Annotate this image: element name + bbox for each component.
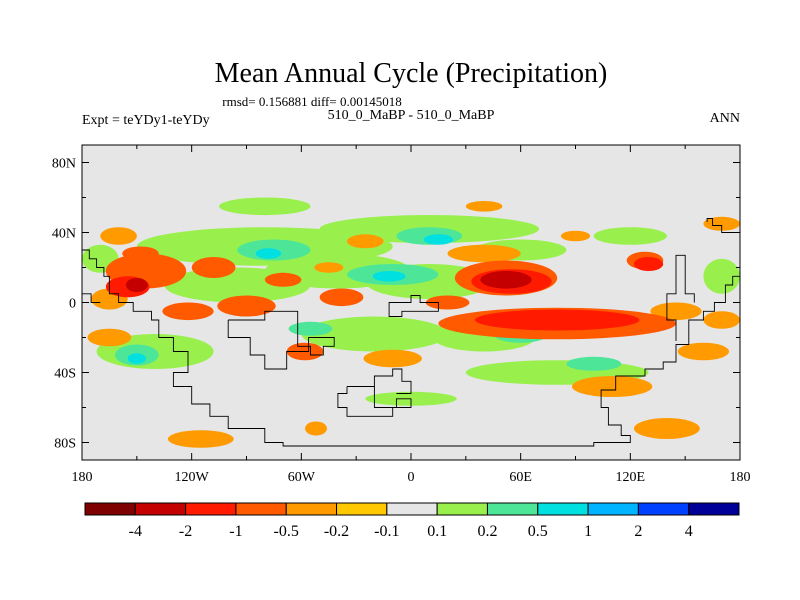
anomaly-region xyxy=(162,302,214,321)
coastline xyxy=(227,310,335,370)
colorbar-swatch xyxy=(134,502,187,516)
colorbar-swatch xyxy=(688,502,740,516)
y-tick-label: 40N xyxy=(52,227,76,242)
anomaly-region xyxy=(372,271,406,282)
coastline xyxy=(706,218,740,233)
anomaly-region xyxy=(560,230,591,242)
colorbar-label: -2 xyxy=(179,523,192,540)
anomaly-region xyxy=(314,262,344,273)
x-tick-label: 120E xyxy=(616,470,646,485)
anomaly-region xyxy=(264,272,302,287)
colorbar-label: 4 xyxy=(685,523,693,540)
colorbar-swatch xyxy=(336,502,388,516)
anomaly-region xyxy=(305,421,327,436)
y-tick-label: 0 xyxy=(69,297,76,312)
colorbar-label: 0.2 xyxy=(478,523,498,540)
coastline xyxy=(666,254,695,341)
colorbar-swatch xyxy=(386,502,438,516)
y-tick-label: 80S xyxy=(54,437,76,452)
x-tick-label: 180 xyxy=(72,470,93,485)
chart-title: Mean Annual Cycle (Precipitation) xyxy=(215,58,608,89)
anomaly-region xyxy=(650,302,702,321)
anomaly-region xyxy=(677,342,730,361)
anomaly-region xyxy=(566,356,622,371)
stats-line: rmsd= 0.156881 diff= 0.00145018 xyxy=(222,94,401,109)
colorbar-label: -0.1 xyxy=(374,523,399,540)
anomaly-region xyxy=(288,321,333,336)
anomaly-region xyxy=(571,376,653,397)
anomaly-region xyxy=(593,227,667,245)
x-tick-label: 120W xyxy=(175,470,210,485)
anomaly-region xyxy=(425,295,470,310)
run-label: 510_0_MaBP - 510_0_MaBP xyxy=(328,108,495,123)
experiment-label: Expt = teYDy1-teYDy xyxy=(82,113,210,128)
colorbar-label: 0.5 xyxy=(528,523,548,540)
colorbar-swatch xyxy=(185,502,237,516)
colorbar-swatch xyxy=(84,502,136,516)
anomaly-region xyxy=(634,418,700,439)
colorbar-swatch xyxy=(235,502,287,516)
coastline xyxy=(82,293,101,303)
colorbar-swatch xyxy=(285,502,338,516)
x-tick-label: 0 xyxy=(408,470,415,485)
colorbar-label: -1 xyxy=(229,523,242,540)
anomaly-region xyxy=(167,430,234,448)
y-tick-label: 80N xyxy=(52,157,76,172)
colorbar-label: 0.1 xyxy=(427,523,447,540)
coastline xyxy=(82,249,740,447)
anomaly-region xyxy=(125,278,148,292)
anomaly-region xyxy=(255,248,282,259)
x-tick-label: 180 xyxy=(730,470,751,485)
colorbar-label: -4 xyxy=(129,523,142,540)
anomaly-region xyxy=(474,309,640,331)
colorbar-swatch xyxy=(587,502,639,516)
anomaly-region xyxy=(703,311,740,329)
x-tick-label: 60E xyxy=(509,470,532,485)
y-tick-label: 40S xyxy=(54,367,76,382)
anomaly-region xyxy=(447,244,521,263)
anomaly-region xyxy=(423,234,453,245)
colorbar: -4 -2 -1 -0.5 -0.2 -0.1 0.1 0.2 0.5 1 2 4 xyxy=(84,502,740,540)
anomaly-region xyxy=(319,288,364,307)
colorbar-label: 1 xyxy=(584,523,592,540)
anomaly-region xyxy=(127,353,146,364)
anomaly-region xyxy=(480,271,532,289)
coastline xyxy=(373,368,412,394)
colorbar-swatch xyxy=(637,502,690,516)
axes: 180 120W 60W 0 60E 120E 180 80N 40N 0 40S 80S xyxy=(52,145,751,485)
anomaly-region xyxy=(100,227,137,245)
colorbar-swatch xyxy=(537,502,589,516)
x-tick-label: 60W xyxy=(288,470,316,485)
anomaly-region xyxy=(87,328,132,347)
colorbar-swatch xyxy=(436,502,488,516)
coastline xyxy=(388,295,439,317)
coastlines xyxy=(82,218,740,447)
colorbar-label: -0.5 xyxy=(274,523,299,540)
season-label: ANN xyxy=(710,111,740,126)
coastline xyxy=(337,386,412,417)
colorbar-label: 2 xyxy=(634,523,642,540)
colorbar-swatch xyxy=(486,502,539,516)
anomaly-region xyxy=(191,257,236,278)
anomaly-region xyxy=(301,316,448,352)
colorbar-label: -0.2 xyxy=(324,523,349,540)
anomaly-region xyxy=(347,234,384,249)
anomaly-region xyxy=(363,349,422,368)
anomaly-region xyxy=(219,197,311,216)
anomaly-region xyxy=(634,257,664,271)
anomaly-region xyxy=(465,201,503,212)
anomaly-region xyxy=(122,246,159,261)
anomaly-region xyxy=(217,295,276,317)
